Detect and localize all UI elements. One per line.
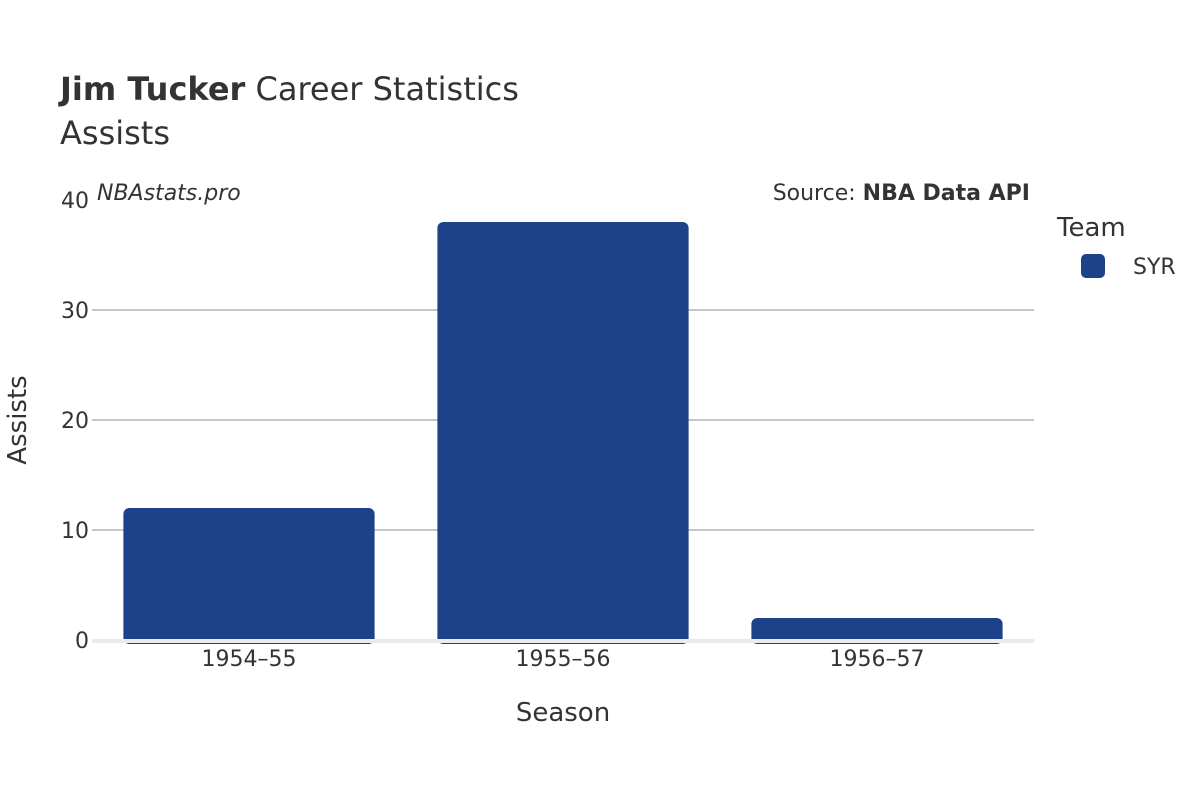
legend-title: Team (1056, 213, 1126, 243)
bar-1955–56[interactable] (437, 222, 689, 644)
source-name: NBA Data API (863, 181, 1030, 206)
y-tick-label: 0 (75, 629, 89, 654)
x-axis-title: Season (516, 698, 610, 728)
chart-title: Jim Tucker Career Statistics (58, 70, 519, 108)
legend-swatch (1081, 254, 1105, 278)
chart-title-player: Jim Tucker (58, 70, 246, 108)
bar-1956–57[interactable] (751, 618, 1003, 644)
source-prefix: Source: (773, 181, 863, 206)
x-tick-label: 1956–57 (830, 647, 925, 672)
watermark-text: NBAstats.pro (97, 181, 241, 206)
legend[interactable]: SYR (1081, 254, 1176, 280)
y-axis-ticks: 0 10 20 30 40 (61, 189, 89, 654)
x-tick-label: 1955–56 (516, 647, 611, 672)
bars (123, 222, 1003, 644)
chart-subtitle: Assists (60, 114, 170, 152)
y-tick-label: 40 (61, 189, 89, 214)
chart-title-rest: Career Statistics (245, 70, 519, 108)
x-tick-label: 1954–55 (202, 647, 297, 672)
legend-item-label: SYR (1133, 255, 1176, 280)
y-tick-label: 30 (61, 299, 89, 324)
y-tick-label: 10 (61, 519, 89, 544)
bar-1954–55[interactable] (123, 508, 375, 644)
y-tick-label: 20 (61, 409, 89, 434)
source-text: Source: NBA Data API (773, 181, 1030, 206)
x-axis-ticks: 1954–55 1955–56 1956–57 (202, 647, 925, 672)
y-axis-title: Assists (3, 375, 33, 464)
